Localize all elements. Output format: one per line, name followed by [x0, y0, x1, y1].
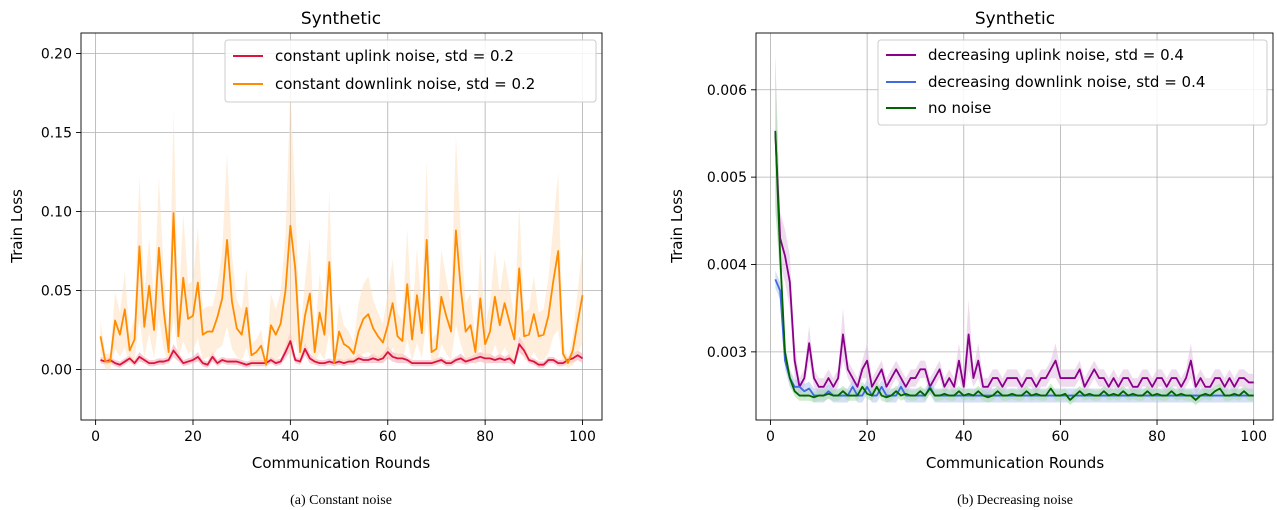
legend-label: decreasing uplink noise, std = 0.4: [928, 46, 1184, 64]
chart-decreasing-noise: Synthetic 0 20 40 60 80 100 0.003 0.004 0.005 0.0…: [668, 9, 1274, 508]
x-tick-label: 20: [184, 429, 202, 445]
legend: constant uplink noise, std = 0.2 constan…: [224, 39, 597, 103]
legend-label: constant downlink noise, std = 0.2: [275, 75, 535, 93]
x-tick-label: 100: [569, 429, 596, 445]
plot-area: [755, 32, 1274, 421]
x-tick-label: 80: [476, 429, 494, 445]
x-tick-label: 40: [955, 429, 973, 445]
y-axis-label: Train Loss: [8, 189, 26, 264]
y-axis-label: Train Loss: [668, 189, 686, 264]
x-tick-label: 0: [91, 429, 100, 445]
series-line-0: [100, 340, 584, 366]
plot-area: [80, 32, 603, 421]
x-tick-label: 20: [858, 429, 876, 445]
x-tick-label: 60: [379, 429, 397, 445]
y-tick-label: 0.005: [707, 170, 747, 186]
y-tick-label: 0.05: [41, 283, 72, 299]
y-tick-label: 0.10: [41, 204, 72, 220]
x-tick-label: 60: [1051, 429, 1069, 445]
caption: (a) Constant noise: [290, 493, 392, 508]
chart-title: Synthetic: [975, 9, 1055, 29]
x-tick-label: 80: [1148, 429, 1166, 445]
series-line-2: [774, 130, 1254, 401]
series-line-1: [99, 212, 584, 366]
x-tick-label: 40: [281, 429, 299, 445]
chart-constant-noise: Synthetic 0 20 40 60 80 100 0.00 0.05 0.10 0.15 0.…: [8, 9, 603, 508]
legend-label: constant uplink noise, std = 0.2: [275, 47, 514, 65]
caption: (b) Decreasing noise: [957, 493, 1073, 508]
series-line-0: [774, 133, 1254, 388]
legend-label: no noise: [928, 99, 991, 117]
y-tick-label: 0.006: [707, 83, 747, 99]
y-tick-label: 0.15: [41, 126, 72, 142]
legend: decreasing uplink noise, std = 0.4 decre…: [877, 39, 1268, 126]
x-axis-label: Communication Rounds: [252, 454, 430, 472]
y-tick-label: 0.003: [707, 345, 747, 361]
y-tick-label: 0.004: [707, 258, 747, 274]
chart-title: Synthetic: [301, 9, 381, 29]
y-tick-label: 0.20: [41, 47, 72, 63]
y-tick-label: 0.00: [41, 362, 72, 378]
x-tick-label: 100: [1240, 429, 1267, 445]
legend-label: decreasing downlink noise, std = 0.4: [928, 73, 1205, 91]
x-tick-label: 0: [766, 429, 775, 445]
x-axis-label: Communication Rounds: [926, 454, 1104, 472]
